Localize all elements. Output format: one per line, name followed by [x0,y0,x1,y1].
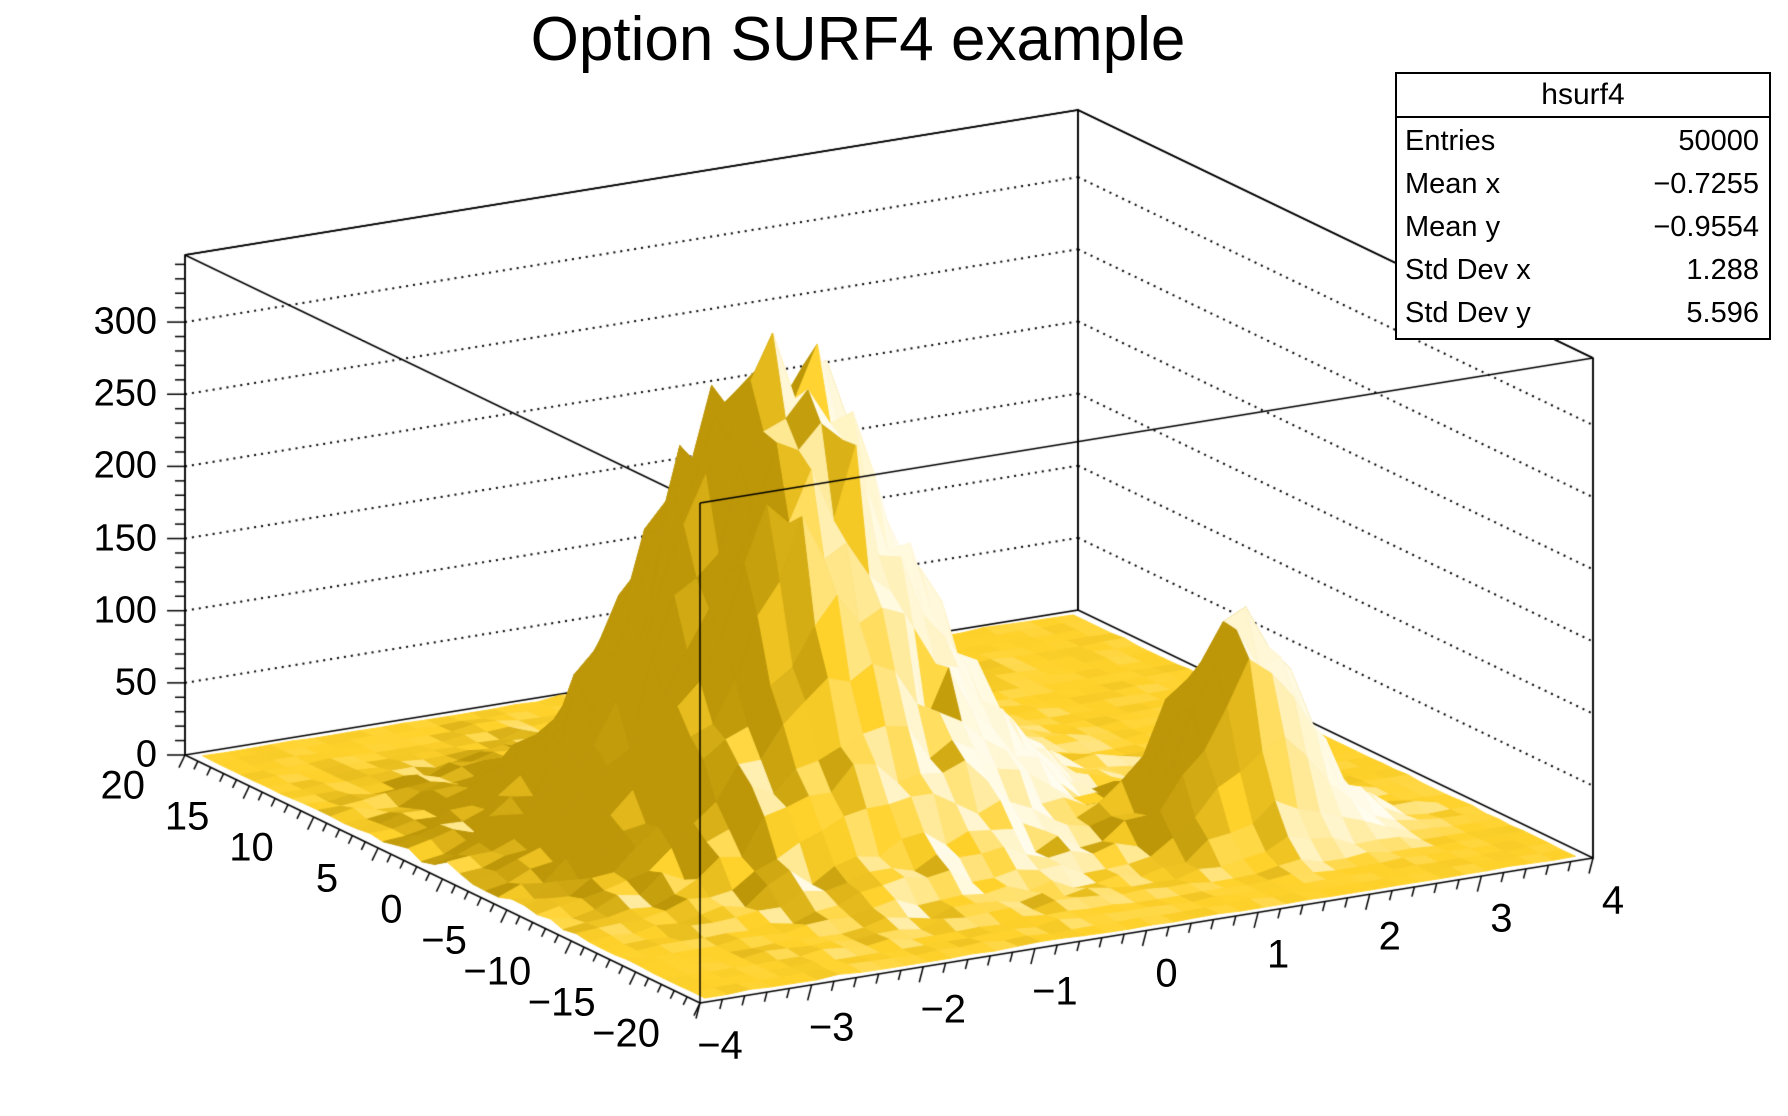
stats-row-entries: Entries 50000 [1397,124,1769,158]
z-axis-tick-label: 50 [114,661,157,704]
x-axis-tick-label: 4 [1601,878,1625,923]
x-axis-tick-label: −2 [920,987,967,1032]
y-axis-tick-label: −20 [592,1011,660,1056]
z-axis-tick-label: 250 [93,372,157,415]
stats-box-title: hsurf4 [1397,74,1769,118]
stats-row-mean-x: Mean x −0.7255 [1397,167,1769,201]
stats-row-std-dev-y: Std Dev y 5.596 [1397,297,1769,330]
y-axis-tick-label: 10 [229,825,274,870]
stats-value: −0.7255 [1653,167,1759,200]
z-axis-tick-label: 300 [93,300,157,343]
x-axis-tick-label: 1 [1267,932,1290,977]
y-axis-tick-label: −10 [463,949,532,994]
y-axis-tick-label: −5 [421,918,467,963]
stats-label: Std Dev y [1405,297,1531,330]
z-axis-tick-label: 0 [135,733,157,776]
stats-label: Mean y [1405,211,1501,244]
z-axis-tick-label: 150 [93,517,157,560]
x-axis-tick-label: 3 [1490,896,1513,941]
x-axis-tick-label: −1 [1032,969,1078,1014]
y-axis-tick-label: −15 [527,980,596,1025]
z-axis-tick-label: 200 [93,444,157,487]
x-axis-tick-label: 0 [1155,951,1178,995]
plot-title: Option SURF4 example [530,5,1186,74]
stats-label: Std Dev x [1405,254,1531,287]
stats-value: 50000 [1678,124,1759,157]
stats-value: 1.288 [1686,254,1759,287]
y-axis-tick-label: 20 [100,763,146,808]
y-axis-tick-label: 15 [164,794,210,839]
stats-box: hsurf4 Entries 50000 Mean x −0.7255 Mean… [1395,72,1771,340]
y-axis-tick-label: 0 [380,887,403,932]
z-axis-tick-label: 100 [93,589,157,632]
stats-box-rows: Entries 50000 Mean x −0.7255 Mean y −0.9… [1397,118,1769,338]
stats-value: 5.596 [1686,297,1759,330]
stats-label: Entries [1405,124,1496,157]
stats-value: −0.9554 [1653,211,1759,244]
x-axis-tick-label: −3 [808,1005,855,1050]
x-axis-tick-label: 2 [1378,914,1401,959]
stats-label: Mean x [1405,167,1501,200]
stats-row-std-dev-x: Std Dev x 1.288 [1397,254,1769,287]
stats-row-mean-y: Mean y −0.9554 [1397,211,1769,244]
y-axis-tick-label: 5 [315,856,339,901]
x-axis-tick-label: −4 [697,1023,743,1068]
